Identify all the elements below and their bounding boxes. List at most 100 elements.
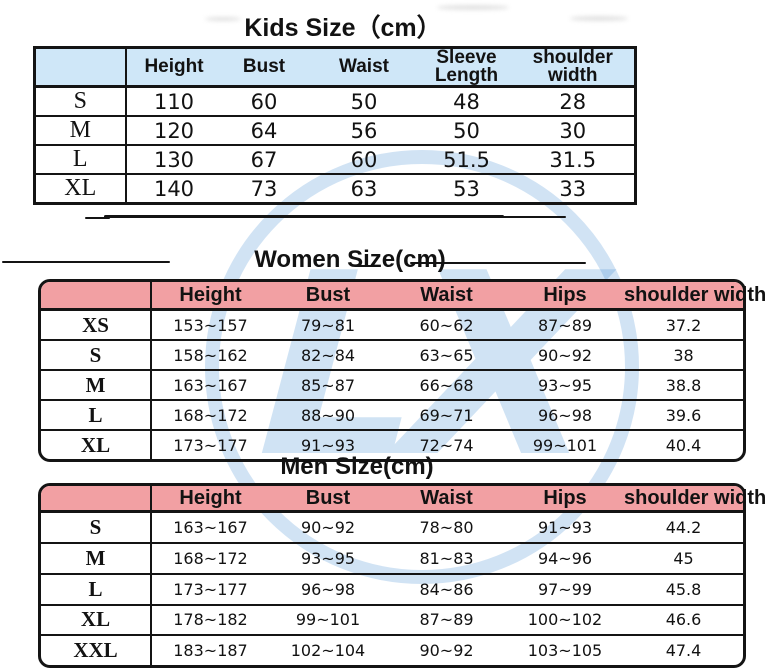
table-row: XL 178~182 99~101 87~89 100~102 46.6 (41, 603, 743, 636)
divider-line (355, 265, 379, 267)
cell-value: 28 (559, 89, 587, 114)
cell-value: 73 (221, 173, 307, 204)
cell-value: 40.4 (624, 429, 743, 459)
size-label: XS (41, 309, 152, 341)
corner-cell (41, 282, 152, 311)
cell-value: 60 (250, 89, 278, 114)
cell-value: 168~172 (151, 541, 269, 574)
column-header: Height (151, 282, 269, 311)
table-row: S 163~167 90~92 78~80 91~93 44.2 (41, 511, 743, 543)
column-header: Waist (387, 282, 506, 311)
cell-value: 178~182 (151, 603, 269, 636)
cell-value: 53 (421, 173, 512, 204)
cell-value: 31.5 (511, 144, 636, 175)
table-row: S 110 60 50 48 28 (34, 86, 636, 117)
cell-value: 130 (125, 144, 222, 175)
men-size-table: Height Bust Waist Hips shoulder width S … (38, 483, 766, 668)
cell-value: 96~98 (269, 572, 387, 605)
cell-value: 93~95 (506, 369, 624, 401)
cell-value: 45.8 (624, 572, 743, 605)
kids-size-table: Height Bust Waist Sleeve Length shoulder… (33, 46, 637, 206)
cell-value: 91~93 (269, 429, 387, 459)
cell-value: 64 (221, 115, 307, 146)
column-header: Waist (387, 486, 506, 513)
men-table-title: Men Size(cm) (280, 453, 434, 480)
cell-value: 153~157 (173, 315, 248, 335)
column-header: Hips (506, 486, 624, 513)
cell-value: 90~92 (300, 517, 356, 537)
size-label: L (41, 399, 152, 431)
corner-cell (41, 486, 152, 513)
cell-value: 168~172 (151, 399, 269, 431)
size-label: M (41, 369, 152, 401)
cell-value: 60 (306, 144, 422, 175)
cell-value: 47.4 (624, 634, 743, 665)
cell-value: 84~86 (387, 572, 506, 605)
size-label: S (41, 511, 152, 543)
table-row: XS 153~157 79~81 60~62 87~89 37.2 (41, 309, 743, 341)
table-row: M 120 64 56 50 30 (34, 115, 636, 146)
size-label: XL (34, 173, 127, 204)
cell-value: 183~187 (151, 634, 269, 665)
cell-value: 158~162 (151, 339, 269, 371)
cell-value: 102~104 (269, 634, 387, 665)
size-label: L (34, 144, 127, 175)
cell-value: 90~92 (387, 634, 506, 665)
cell-value: 96~98 (506, 399, 624, 431)
size-label: XXL (41, 634, 152, 665)
cell-value: 67 (221, 144, 307, 175)
cell-value: 120 (125, 115, 222, 146)
cell-value: 79~81 (300, 315, 356, 335)
cell-value: 110 (153, 89, 195, 114)
cell-value: 38.8 (624, 369, 743, 401)
cell-value: 87~89 (387, 603, 506, 636)
cell-value: 37.2 (665, 315, 702, 335)
women-size-table: Height Bust Waist Hips shoulder width XS… (38, 279, 766, 462)
cell-value: 48 (453, 89, 480, 114)
cell-value: 87~89 (537, 315, 593, 335)
column-header: Height (151, 486, 269, 513)
cell-value: 38 (624, 339, 743, 371)
table-row: L 173~177 96~98 84~86 97~99 45.8 (41, 572, 743, 605)
cell-value: 85~87 (269, 369, 387, 401)
size-label: S (34, 86, 127, 117)
cell-value: 33 (511, 173, 636, 204)
scan-smudge (205, 17, 241, 21)
size-label: XL (41, 603, 152, 636)
cell-value: 63 (306, 173, 422, 204)
cell-value: 69~71 (387, 399, 506, 431)
scan-smudge (437, 5, 509, 10)
table-row: S 158~162 82~84 63~65 90~92 38 (41, 339, 743, 371)
cell-value: 60~62 (419, 315, 474, 335)
column-header: Waist (306, 47, 422, 89)
cell-value: 163~167 (151, 369, 269, 401)
column-header: shoulder width (511, 47, 636, 89)
scan-smudge (570, 16, 628, 21)
kids-header-row: Height Bust Waist Sleeve Length shoulder… (34, 47, 636, 89)
size-label: M (41, 541, 152, 574)
kids-table-title: Kids Size（cm） (244, 14, 442, 42)
cell-value: 82~84 (269, 339, 387, 371)
cell-value: 94~96 (506, 541, 624, 574)
cell-value: 103~105 (506, 634, 624, 665)
divider-line (104, 215, 504, 218)
cell-value: 39.6 (624, 399, 743, 431)
cell-value: 30 (511, 115, 636, 146)
cell-value: 51.5 (421, 144, 512, 175)
cell-value: 50 (350, 89, 378, 114)
column-header: Bust (269, 486, 387, 513)
cell-value: 50 (421, 115, 512, 146)
women-header-row: Height Bust Waist Hips shoulder width (41, 282, 766, 311)
cell-value: 163~167 (173, 517, 248, 537)
cell-value: 56 (306, 115, 422, 146)
cell-value: 45 (624, 541, 743, 574)
column-header: Sleeve Length (421, 47, 512, 89)
table-row: M 168~172 93~95 81~83 94~96 45 (41, 541, 743, 574)
cell-value: 44.2 (665, 517, 702, 537)
men-header-row: Height Bust Waist Hips shoulder width (41, 486, 766, 513)
cell-value: 99~101 (269, 603, 387, 636)
column-header: Hips (506, 282, 624, 311)
cell-value: 63~65 (387, 339, 506, 371)
cell-value: 90~92 (506, 339, 624, 371)
